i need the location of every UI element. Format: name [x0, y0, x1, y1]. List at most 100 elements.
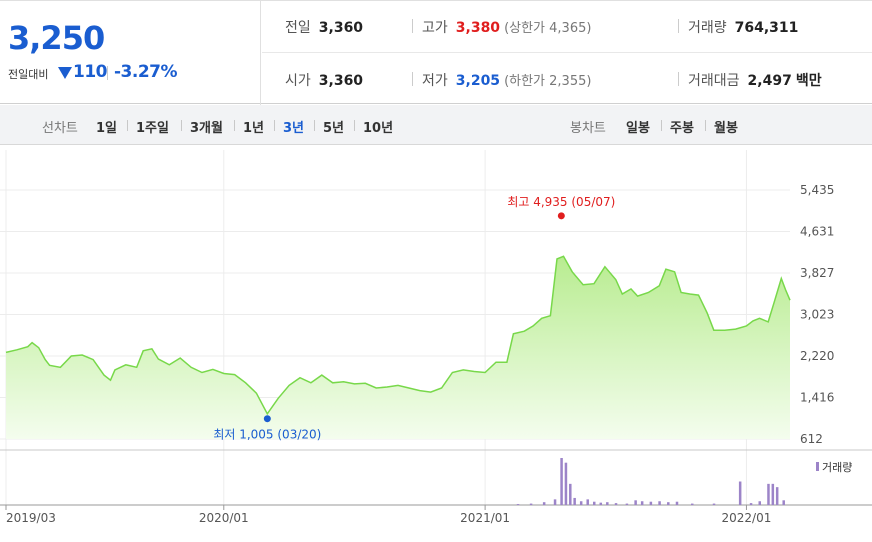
trade-amount: 거래대금 2,497 백만	[688, 70, 822, 90]
volume-bar	[579, 501, 583, 505]
tab-daily[interactable]: 일봉	[626, 121, 650, 136]
tab-1d[interactable]: 1일	[96, 121, 118, 136]
down-triangle-icon	[58, 67, 72, 79]
annotation-label: 최고 4,935 (05/07)	[507, 195, 615, 209]
divider	[274, 120, 275, 131]
tab-1w[interactable]: 1주일	[136, 121, 169, 136]
tab-3m[interactable]: 3개월	[190, 121, 223, 136]
price-area	[6, 256, 790, 439]
y-tick-label: 3,827	[800, 266, 834, 280]
x-tick-label: 2022/01	[722, 511, 772, 525]
divider	[705, 120, 706, 131]
volume-bar	[529, 503, 533, 505]
line-chart-label: 선차트	[42, 121, 78, 136]
price-box: 3,250 전일대비 110 -3.27%	[0, 1, 261, 105]
volume-bar	[569, 483, 572, 505]
x-tick-label: 2019/03	[6, 511, 56, 525]
candle-chart-label: 봉차트	[570, 121, 606, 136]
upper-limit: (상한가 4,365)	[504, 21, 592, 36]
prev-close-label: 전일	[285, 20, 311, 36]
volume-bar	[771, 483, 775, 505]
divider	[262, 52, 872, 53]
divider	[412, 72, 413, 86]
volume-legend-label: 거래량	[822, 461, 852, 474]
volume-bar	[599, 502, 603, 505]
tab-5y[interactable]: 5년	[323, 121, 345, 136]
divider	[354, 120, 355, 131]
low-value: 3,205	[455, 73, 501, 89]
divider	[181, 120, 182, 131]
volume-bar	[675, 501, 679, 505]
volume-bar	[782, 500, 785, 505]
divider	[412, 19, 413, 33]
annotation-label: 최저 1,005 (03/20)	[213, 428, 321, 442]
quote-panel: 3,250 전일대비 110 -3.27% 전일 3,360 고가 3,380 (상한…	[0, 0, 872, 105]
volume-bar	[606, 502, 609, 505]
volume-bar	[573, 497, 576, 505]
volume-bar	[625, 503, 629, 505]
volume-bar	[749, 503, 753, 505]
volume-bar	[658, 501, 661, 505]
volume-bar	[560, 458, 563, 505]
y-tick-label: 2,220	[800, 349, 834, 363]
change-percent: -3.27%	[114, 62, 178, 82]
open-value: 3,360	[318, 73, 364, 89]
tab-weekly[interactable]: 주봉	[670, 121, 694, 136]
volume-label: 거래량	[688, 20, 727, 36]
chart-period-tabs: 선차트 1일 1주일 3개월 1년 3년 5년 10년 봉차트 일봉 주봉 월봉	[0, 105, 872, 145]
price-line	[5, 255, 791, 416]
y-tick-label: 4,631	[800, 225, 834, 239]
lower-limit: (하한가 2,355)	[504, 74, 592, 89]
divider	[661, 120, 662, 131]
amount-unit: 백만	[795, 73, 822, 89]
divider	[678, 19, 679, 33]
x-tick-label: 2021/01	[460, 511, 510, 525]
open-price: 시가 3,360	[285, 70, 363, 90]
volume-bar	[767, 483, 770, 505]
current-price: 3,250	[8, 19, 105, 57]
volume-bar	[758, 501, 762, 505]
volume-bar	[691, 503, 694, 505]
divider	[678, 72, 679, 86]
open-label: 시가	[285, 73, 311, 89]
volume-bar	[614, 503, 618, 505]
price-chart: 5,435 4,631 3,827 3,023 2,220 1,416 612 2019/03…	[0, 150, 872, 525]
volume: 거래량 764,311	[688, 17, 798, 37]
volume-bar	[593, 501, 596, 505]
amount-value: 2,497	[747, 73, 792, 89]
volume-bar	[553, 499, 557, 505]
volume-legend-swatch	[816, 462, 819, 471]
y-tick-label: 1,416	[800, 391, 834, 405]
volume-bar	[640, 501, 644, 505]
tab-1y[interactable]: 1년	[243, 121, 265, 136]
high-value: 3,380	[455, 20, 501, 36]
x-tick-label: 2020/01	[199, 511, 249, 525]
low-label: 저가	[422, 73, 448, 89]
volume-bar	[649, 501, 653, 505]
y-tick-label: 3,023	[800, 308, 834, 322]
y-tick-label: 612	[800, 432, 823, 446]
tab-monthly[interactable]: 월봉	[714, 121, 738, 136]
divider	[127, 120, 128, 131]
y-tick-label: 5,435	[800, 183, 834, 197]
prev-close: 전일 3,360	[285, 17, 363, 37]
divider	[234, 120, 235, 131]
low-price: 저가 3,205 (하한가 2,355)	[422, 70, 591, 90]
tab-10y[interactable]: 10년	[363, 121, 394, 136]
volume-value: 764,311	[734, 20, 799, 36]
volume-bar	[667, 502, 670, 505]
volume-bar	[586, 499, 589, 505]
high-price: 고가 3,380 (상한가 4,365)	[422, 17, 591, 37]
annotation-marker	[557, 212, 565, 220]
divider	[314, 120, 315, 131]
divider	[107, 66, 108, 80]
volume-bar	[564, 462, 568, 505]
high-label: 고가	[422, 20, 448, 36]
annotation-marker	[263, 415, 271, 423]
volume-bar	[516, 504, 520, 505]
volume-bar	[634, 500, 637, 505]
change-label: 전일대비	[8, 68, 49, 81]
amount-label: 거래대금	[688, 73, 740, 89]
tab-3y[interactable]: 3년	[283, 121, 305, 136]
volume-bar	[775, 487, 779, 505]
